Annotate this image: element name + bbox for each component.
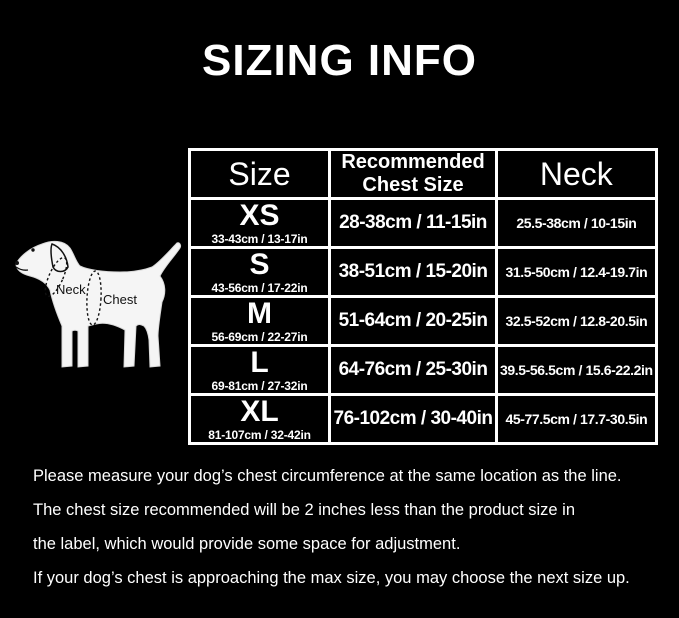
note-line: Please measure your dog’s chest circumfe…	[33, 467, 622, 485]
size-cell: XL 81-107cm / 32-42in	[188, 393, 331, 445]
product-size-value: 56-69cm / 22-27in	[211, 329, 308, 344]
dog-measurement-diagram: Neck Chest	[8, 236, 190, 378]
dog-illustration-svg: Neck Chest	[15, 240, 181, 368]
chest-range-value: 28-38cm / 11-15in	[328, 197, 498, 249]
table-row-xl: XL 81-107cm / 32-42in 76-102cm / 30-40in…	[188, 393, 658, 445]
table-header-row: Size Recommended Chest Size Neck	[188, 148, 658, 200]
dog-mouth-line	[15, 266, 29, 271]
size-column-header: Size	[188, 148, 331, 200]
size-value: XL	[240, 394, 279, 428]
chest-measure-line	[86, 270, 102, 326]
chest-range-value: 38-51cm / 15-20in	[328, 246, 498, 298]
neck-label: Neck	[56, 282, 86, 297]
chest-range-value: 64-76cm / 25-30in	[328, 344, 498, 396]
size-value: L	[250, 345, 269, 379]
product-size-value: 33-43cm / 13-17in	[211, 231, 308, 246]
size-cell: XS 33-43cm / 13-17in	[188, 197, 331, 249]
product-size-value: 69-81cm / 27-32in	[211, 378, 308, 393]
size-value: XS	[239, 198, 280, 232]
measurement-notes: Please measure your dog’s chest circumfe…	[33, 466, 673, 602]
dog-eye	[31, 248, 35, 252]
chest-label: Chest	[103, 292, 137, 307]
table-row-s: S 43-56cm / 17-22in 38-51cm / 15-20in 31…	[188, 246, 658, 298]
neck-range-value: 39.5-56.5cm / 15.6-22.2in	[495, 344, 658, 396]
note-line: the label, which would provide some spac…	[33, 535, 461, 553]
neck-measure-line	[44, 256, 68, 298]
chest-range-value: 51-64cm / 20-25in	[328, 295, 498, 347]
product-size-value: 81-107cm / 32-42in	[208, 427, 311, 442]
neck-range-value: 25.5-38cm / 10-15in	[495, 197, 658, 249]
neck-range-value: 45-77.5cm / 17.7-30.5in	[495, 393, 658, 445]
chest-range-value: 76-102cm / 30-40in	[328, 393, 498, 445]
note-line: The chest size recommended will be 2 inc…	[33, 501, 576, 519]
dog-body-shape	[15, 240, 181, 368]
table-row-m: M 56-69cm / 22-27in 51-64cm / 20-25in 32…	[188, 295, 658, 347]
size-value: S	[249, 247, 270, 281]
product-size-value: 43-56cm / 17-22in	[211, 280, 308, 295]
size-value: M	[247, 296, 272, 330]
page-title: SIZING INFO	[202, 36, 477, 85]
dog-nose	[15, 261, 19, 265]
sizing-table: Size Recommended Chest Size Neck XS 33-4…	[188, 148, 658, 445]
table-row-l: L 69-81cm / 27-32in 64-76cm / 25-30in 39…	[188, 344, 658, 396]
neck-range-value: 32.5-52cm / 12.8-20.5in	[495, 295, 658, 347]
size-cell: L 69-81cm / 27-32in	[188, 344, 331, 396]
size-cell: M 56-69cm / 22-27in	[188, 295, 331, 347]
size-cell: S 43-56cm / 17-22in	[188, 246, 331, 298]
neck-range-value: 31.5-50cm / 12.4-19.7in	[495, 246, 658, 298]
note-line: If your dog’s chest is approaching the m…	[33, 569, 630, 587]
neck-column-header: Neck	[495, 148, 658, 200]
table-row-xs: XS 33-43cm / 13-17in 28-38cm / 11-15in 2…	[188, 197, 658, 249]
chest-column-header: Recommended Chest Size	[328, 148, 498, 200]
